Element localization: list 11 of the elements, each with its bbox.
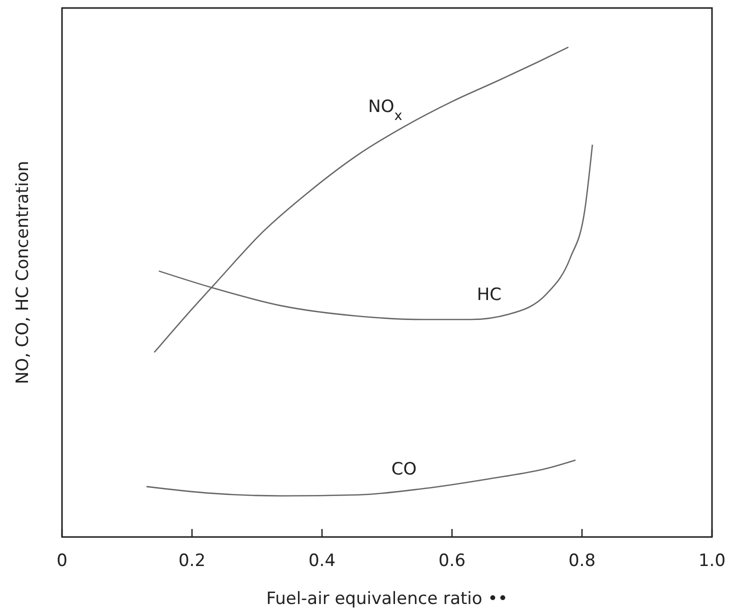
x-tick-label: 0	[56, 551, 68, 571]
series-label: CO	[391, 460, 417, 480]
series-label: HC	[476, 285, 502, 306]
series-label: NO$_{x}$	[368, 97, 402, 124]
x-tick-label: 0.4	[308, 551, 336, 571]
x-tick-label: 1.0	[698, 551, 726, 571]
x-tick-label: 0.6	[438, 551, 466, 571]
x-tick-label: 0.2	[178, 551, 206, 571]
y-axis-title: NO, CO, HC Concentration	[13, 160, 33, 384]
x-axis-title: Fuel-air equivalence ratio ••	[266, 589, 508, 609]
x-tick-label: 0.8	[568, 551, 596, 571]
